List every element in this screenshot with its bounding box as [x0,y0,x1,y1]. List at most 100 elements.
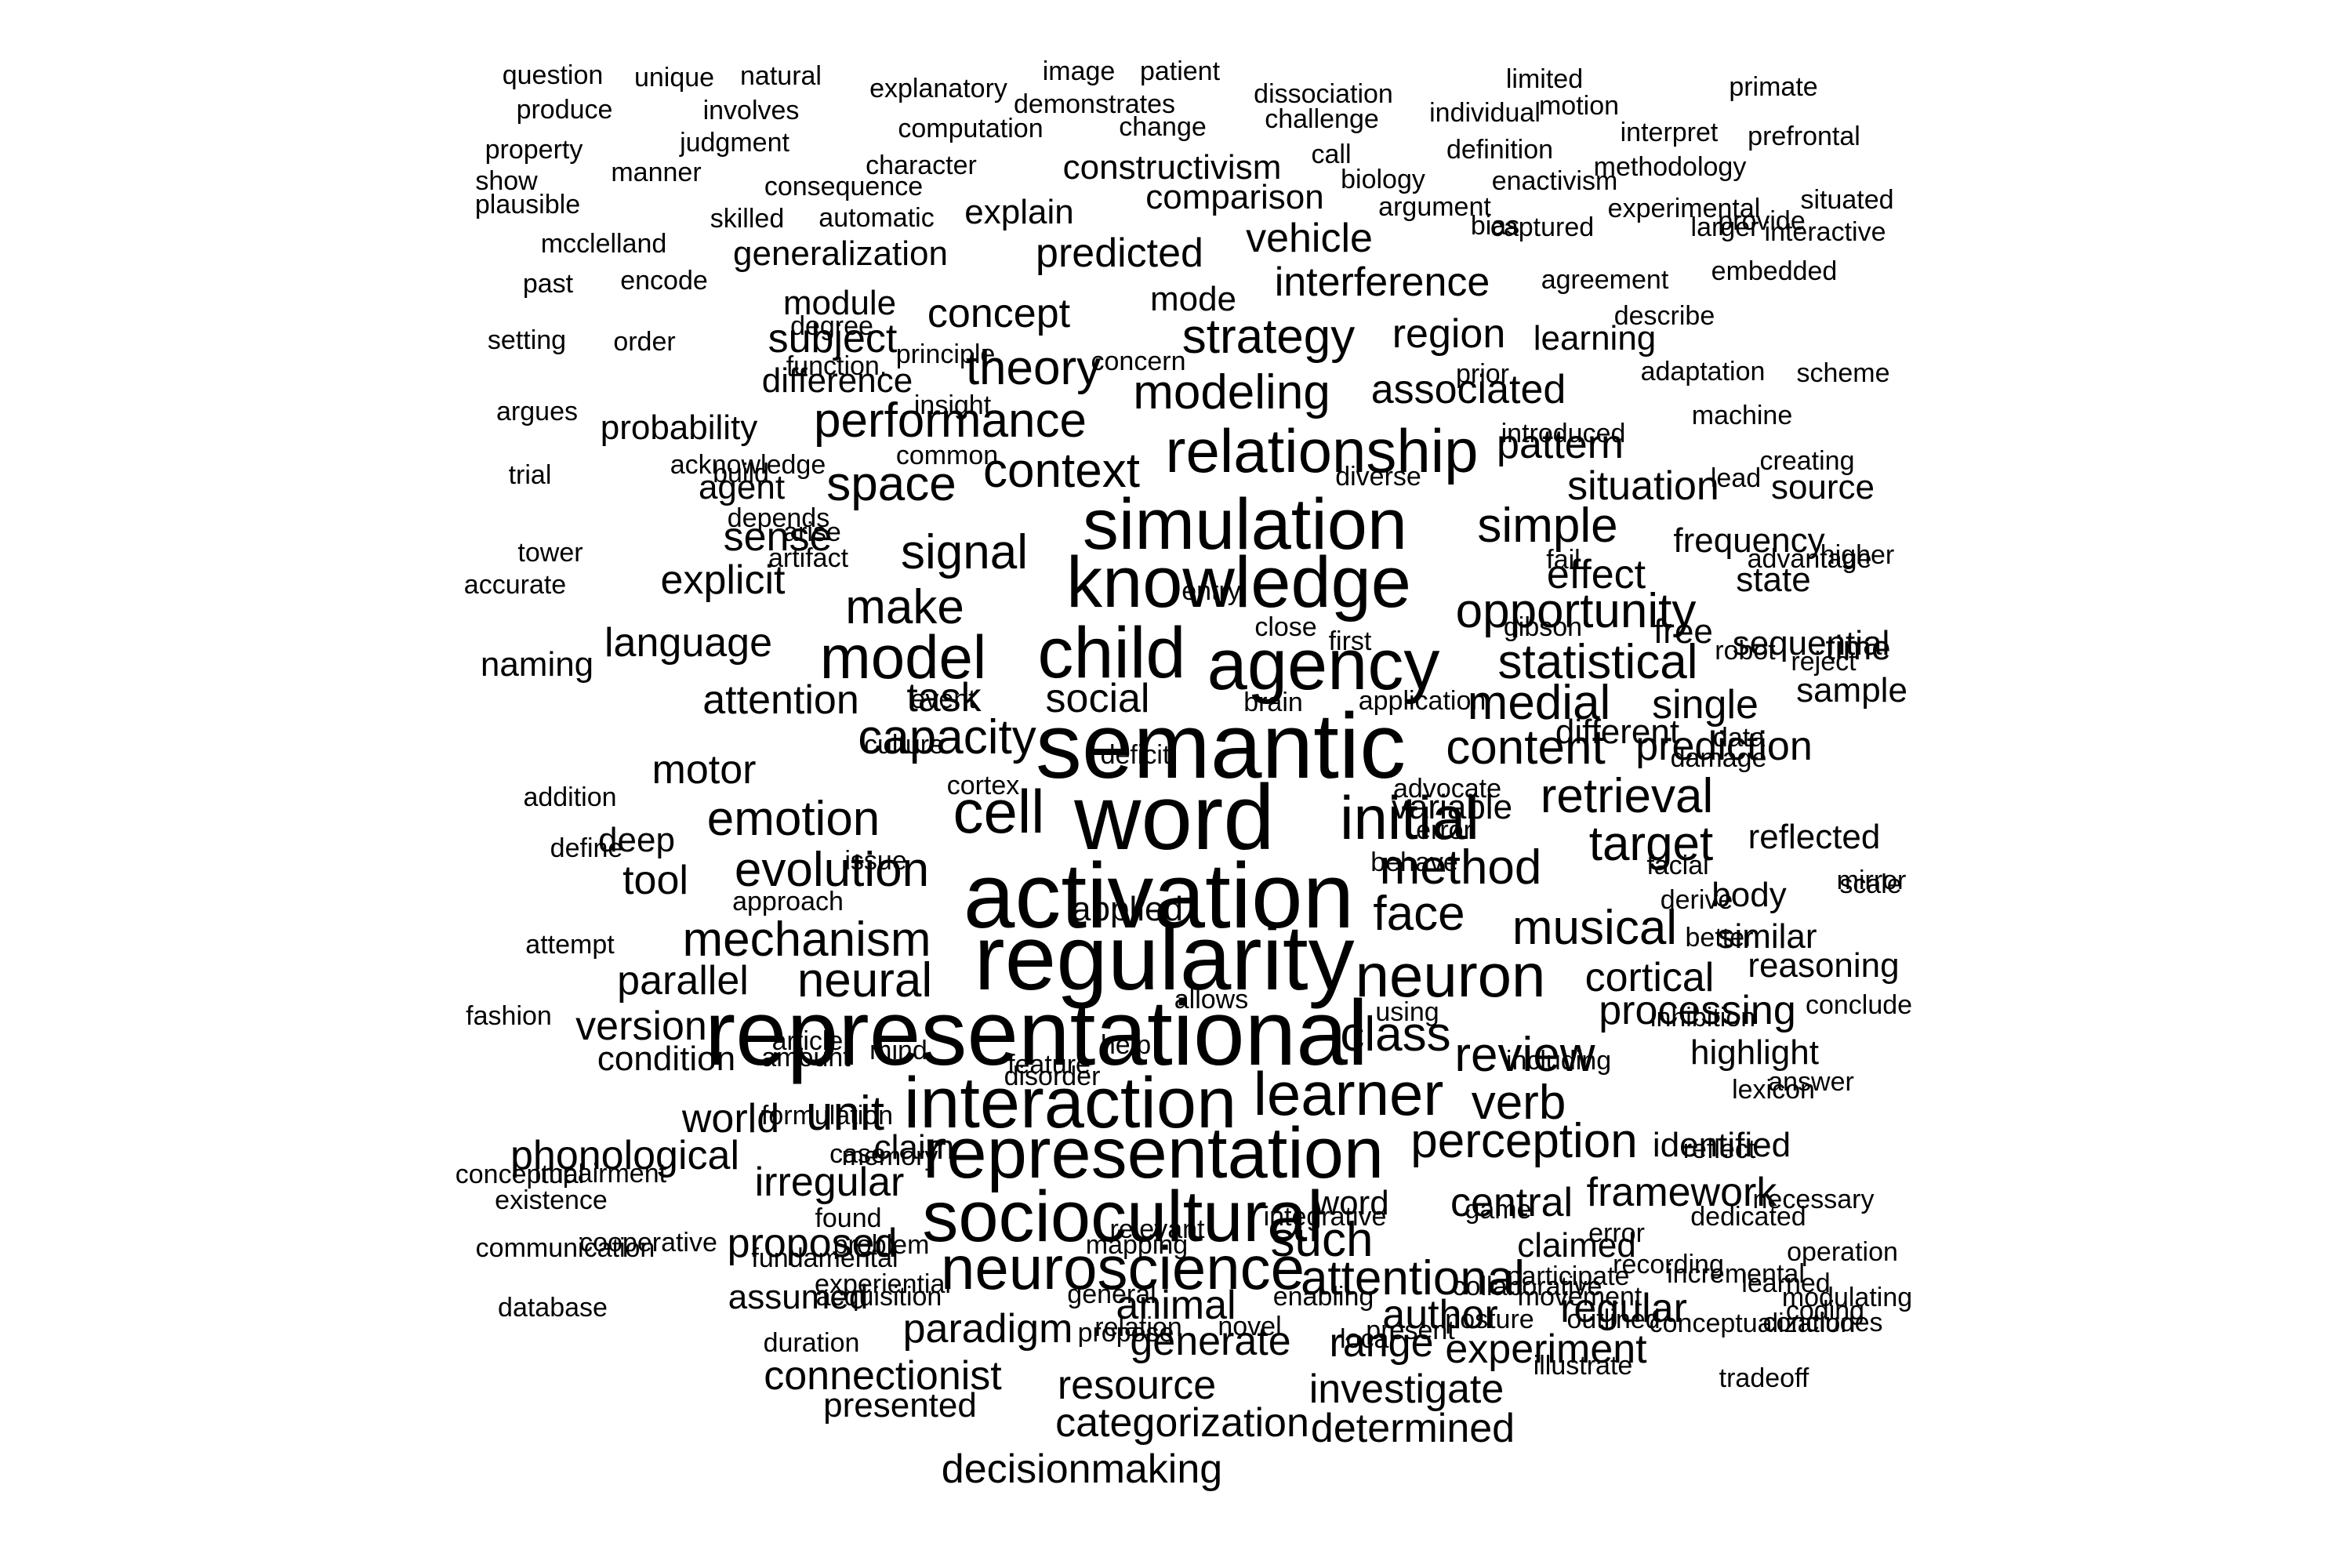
cloud-word: investigate [1308,1367,1504,1412]
cloud-word: diverse [1335,462,1421,492]
cloud-word: game [1465,1195,1532,1225]
cloud-word: signal [901,525,1028,579]
cloud-word: social [1045,676,1150,721]
cloud-word: attentional [1300,1251,1526,1305]
cloud-word: disorder [1004,1062,1101,1091]
cloud-word: similar [1717,917,1817,956]
cloud-word: past [522,269,574,299]
cloud-word: communication [475,1233,655,1263]
cloud-word: artifact [768,543,849,573]
cloud-word: property [485,135,583,165]
cloud-word: resource [1057,1363,1217,1408]
cloud-word: module [782,284,897,322]
cloud-word: biology [1341,165,1425,194]
cloud-word: claim [873,1128,955,1167]
cloud-word: limited [1505,64,1584,94]
cloud-word: local [1340,1324,1395,1354]
cloud-word: novel [1218,1312,1282,1341]
cloud-word: close [1254,612,1317,642]
cloud-word: region [1392,311,1506,357]
cloud-word: unit [806,1087,884,1141]
cloud-word: character [866,151,977,180]
cloud-word: brain [1243,688,1303,717]
cloud-word: agent [698,468,786,506]
cloud-word: version [575,1004,707,1049]
cloud-word: order [613,327,676,357]
cloud-word: argument [1378,192,1491,222]
cloud-word: concludes [1762,1308,1883,1338]
cloud-word: knowledge [1066,543,1411,622]
cloud-word: sample [1796,671,1907,710]
cloud-word: skilled [710,204,785,234]
cloud-word: semantic [1035,695,1406,798]
cloud-word: damage [1670,743,1767,773]
cloud-word: experiential [815,1269,951,1299]
cloud-word: source [1770,468,1875,506]
cloud-word: degree [790,311,873,341]
cloud-word: constructivism [1062,148,1282,187]
cloud-word: free [1653,612,1713,651]
cloud-word: neuroscience [941,1233,1305,1302]
cloud-word: processing [1599,988,1796,1033]
cloud-word: motion [1538,91,1620,121]
cloud-word: answer [1768,1067,1854,1097]
cloud-word: accurate [463,570,567,600]
cloud-word: formulation [760,1101,894,1131]
cloud-word: propose [1077,1318,1174,1348]
cloud-word: application [1358,686,1486,716]
cloud-word: naming [480,645,594,684]
cloud-word: enactivism [1491,166,1618,196]
cloud-word: error [1416,815,1472,845]
cloud-word: existence [495,1185,608,1215]
cloud-word: situation [1567,463,1719,509]
cloud-word: learned [1741,1269,1831,1298]
cloud-word: incremental [1667,1259,1805,1289]
cloud-word: provide [1718,206,1806,236]
cloud-word: identified [1652,1126,1791,1164]
cloud-word: robot [1715,636,1776,666]
cloud-word: framework [1586,1170,1777,1215]
cloud-word: acknowledge [670,450,826,480]
cloud-word: entry [1181,576,1241,606]
cloud-word: presented [823,1386,977,1425]
cloud-word: illustrate [1533,1351,1633,1381]
cloud-word: behave [1370,848,1458,877]
cloud-word: better [1685,923,1754,953]
cloud-word: prior [1455,359,1510,389]
cloud-word: definition [1446,135,1554,165]
cloud-word: enabling [1272,1282,1374,1312]
cloud-word: describe [1613,301,1715,331]
cloud-word: experiment [1445,1327,1647,1372]
cloud-word: generate [1130,1319,1291,1364]
cloud-word: pattern [1497,422,1624,467]
cloud-word: cortex [946,771,1020,800]
cloud-word: judgment [680,128,789,158]
cloud-word: article [771,1026,844,1056]
cloud-word: interactive [1764,217,1886,247]
cloud-word: author [1382,1292,1498,1338]
cloud-word: modeling [1133,365,1330,419]
cloud-word: function. [786,351,887,381]
cloud-word: arise [783,517,841,547]
cloud-word: first [1328,626,1372,656]
cloud-word: animal [1116,1283,1236,1328]
cloud-word: encode [620,266,708,296]
cloud-word: reasoning [1748,946,1900,985]
cloud-word: statistical [1497,635,1698,689]
cloud-word: general [1067,1279,1156,1309]
cloud-word: cell [953,777,1045,846]
cloud-word: dissociation [1254,79,1393,109]
cloud-word: participate [1506,1261,1630,1291]
cloud-word: build [713,459,769,488]
cloud-word: natural [740,61,822,91]
cloud-word: higher [1820,540,1895,570]
cloud-word: attempt [525,930,615,960]
cloud-word: cortical [1584,955,1715,1000]
cloud-word: movement [1517,1282,1642,1312]
cloud-word: initial [1340,783,1479,852]
cloud-word: range [1329,1320,1434,1366]
cloud-word: evolution [734,843,930,897]
cloud-word: setting [487,325,567,355]
cloud-word: found [815,1203,882,1233]
cloud-word: manner [611,158,702,187]
